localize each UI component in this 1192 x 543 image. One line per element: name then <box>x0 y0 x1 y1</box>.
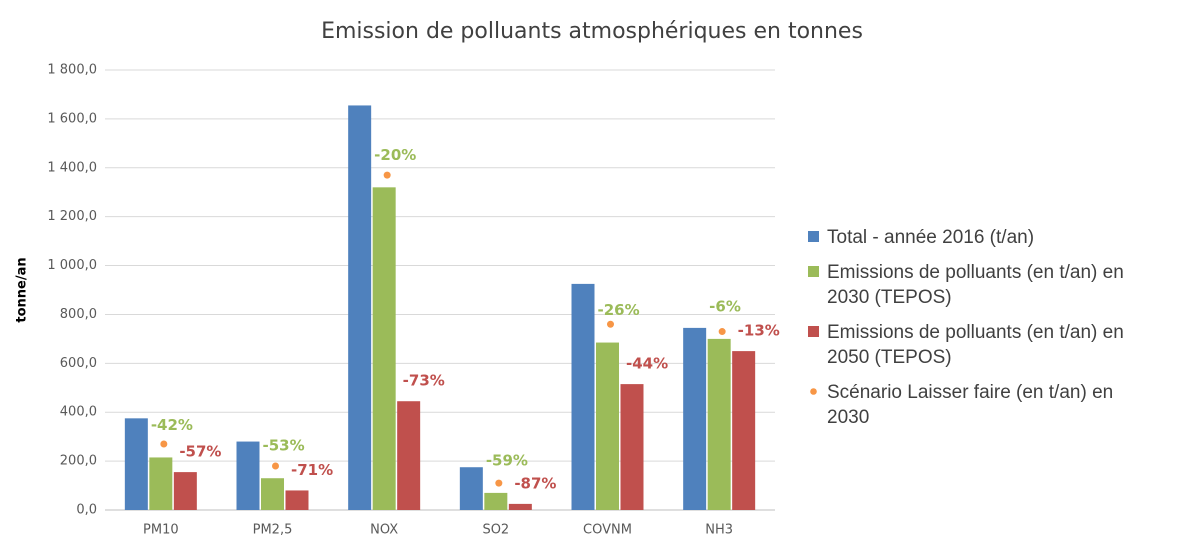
x-tick-label: COVNM <box>583 523 632 538</box>
dot <box>160 440 168 448</box>
legend-swatch <box>808 231 819 242</box>
y-tick-label: 200,0 <box>60 454 97 469</box>
y-tick-label: 400,0 <box>60 405 97 420</box>
bar <box>348 105 372 510</box>
x-tick-label: NOX <box>370 523 398 538</box>
y-tick-label: 1 000,0 <box>47 258 97 273</box>
change-label: -13% <box>738 322 780 340</box>
bar <box>236 441 260 510</box>
legend-label: Emissions de polluants (en t/an) en 2050… <box>827 322 1124 368</box>
change-label: -44% <box>626 355 668 373</box>
y-tick-label: 1 200,0 <box>47 209 97 224</box>
legend-swatch <box>808 266 819 277</box>
bar <box>459 467 483 510</box>
change-label: -71% <box>291 461 333 479</box>
bar <box>571 283 595 510</box>
x-tick-label: PM2,5 <box>253 523 293 538</box>
y-tick-label: 1 400,0 <box>47 160 97 175</box>
bar <box>620 384 644 510</box>
x-tick-label: NH3 <box>705 523 733 538</box>
legend: Total - année 2016 (t/an) Emissions de po… <box>808 225 1178 440</box>
change-label: -53% <box>263 437 305 455</box>
bar <box>285 490 309 510</box>
legend-item: Scénario Laisser faire (en t/an) en 2030 <box>808 380 1178 430</box>
y-axis-label: tonne/an <box>15 257 30 322</box>
bar <box>261 478 284 510</box>
y-tick-label: 1 800,0 <box>47 63 97 78</box>
legend-label: Emissions de polluants (en t/an) en 2030… <box>827 262 1124 308</box>
dot <box>607 320 614 328</box>
x-tick-label: PM10 <box>143 523 179 538</box>
change-label: -59% <box>486 451 528 469</box>
y-tick-label: 1 600,0 <box>47 111 97 126</box>
change-label: -73% <box>403 372 445 390</box>
y-tick-label: 0,0 <box>76 503 97 518</box>
legend-label: Total - année 2016 (t/an) <box>827 227 1035 248</box>
bar <box>707 338 731 510</box>
bar <box>508 503 532 510</box>
chart-title: Emission de polluants atmosphériques en … <box>321 19 863 44</box>
legend-label: Scénario Laisser faire (en t/an) en 2030 <box>827 382 1114 428</box>
y-tick-label: 600,0 <box>60 356 97 371</box>
dot <box>272 462 279 470</box>
change-label: -6% <box>709 297 741 315</box>
bar <box>484 492 508 510</box>
bar <box>397 401 421 510</box>
change-label: -87% <box>514 474 556 492</box>
bar <box>596 342 619 510</box>
legend-item: Emissions de polluants (en t/an) en 2050… <box>808 320 1178 370</box>
dot <box>383 171 391 179</box>
legend-swatch <box>810 388 817 395</box>
dot <box>718 328 726 336</box>
change-label: -20% <box>374 146 416 164</box>
dot <box>495 479 503 487</box>
legend-item: Emissions de polluants (en t/an) en 2030… <box>808 260 1178 310</box>
bar <box>173 472 197 510</box>
y-tick-label: 800,0 <box>60 307 97 322</box>
bar <box>732 351 756 510</box>
change-label: -57% <box>179 443 221 461</box>
bar <box>683 327 707 510</box>
bar <box>124 418 148 510</box>
legend-swatch <box>808 326 819 337</box>
x-tick-label: SO2 <box>482 523 509 538</box>
legend-item: Total - année 2016 (t/an) <box>808 225 1178 250</box>
change-label: -26% <box>598 301 640 319</box>
change-label: -42% <box>151 416 193 434</box>
bar <box>149 457 173 510</box>
bar <box>372 187 396 511</box>
